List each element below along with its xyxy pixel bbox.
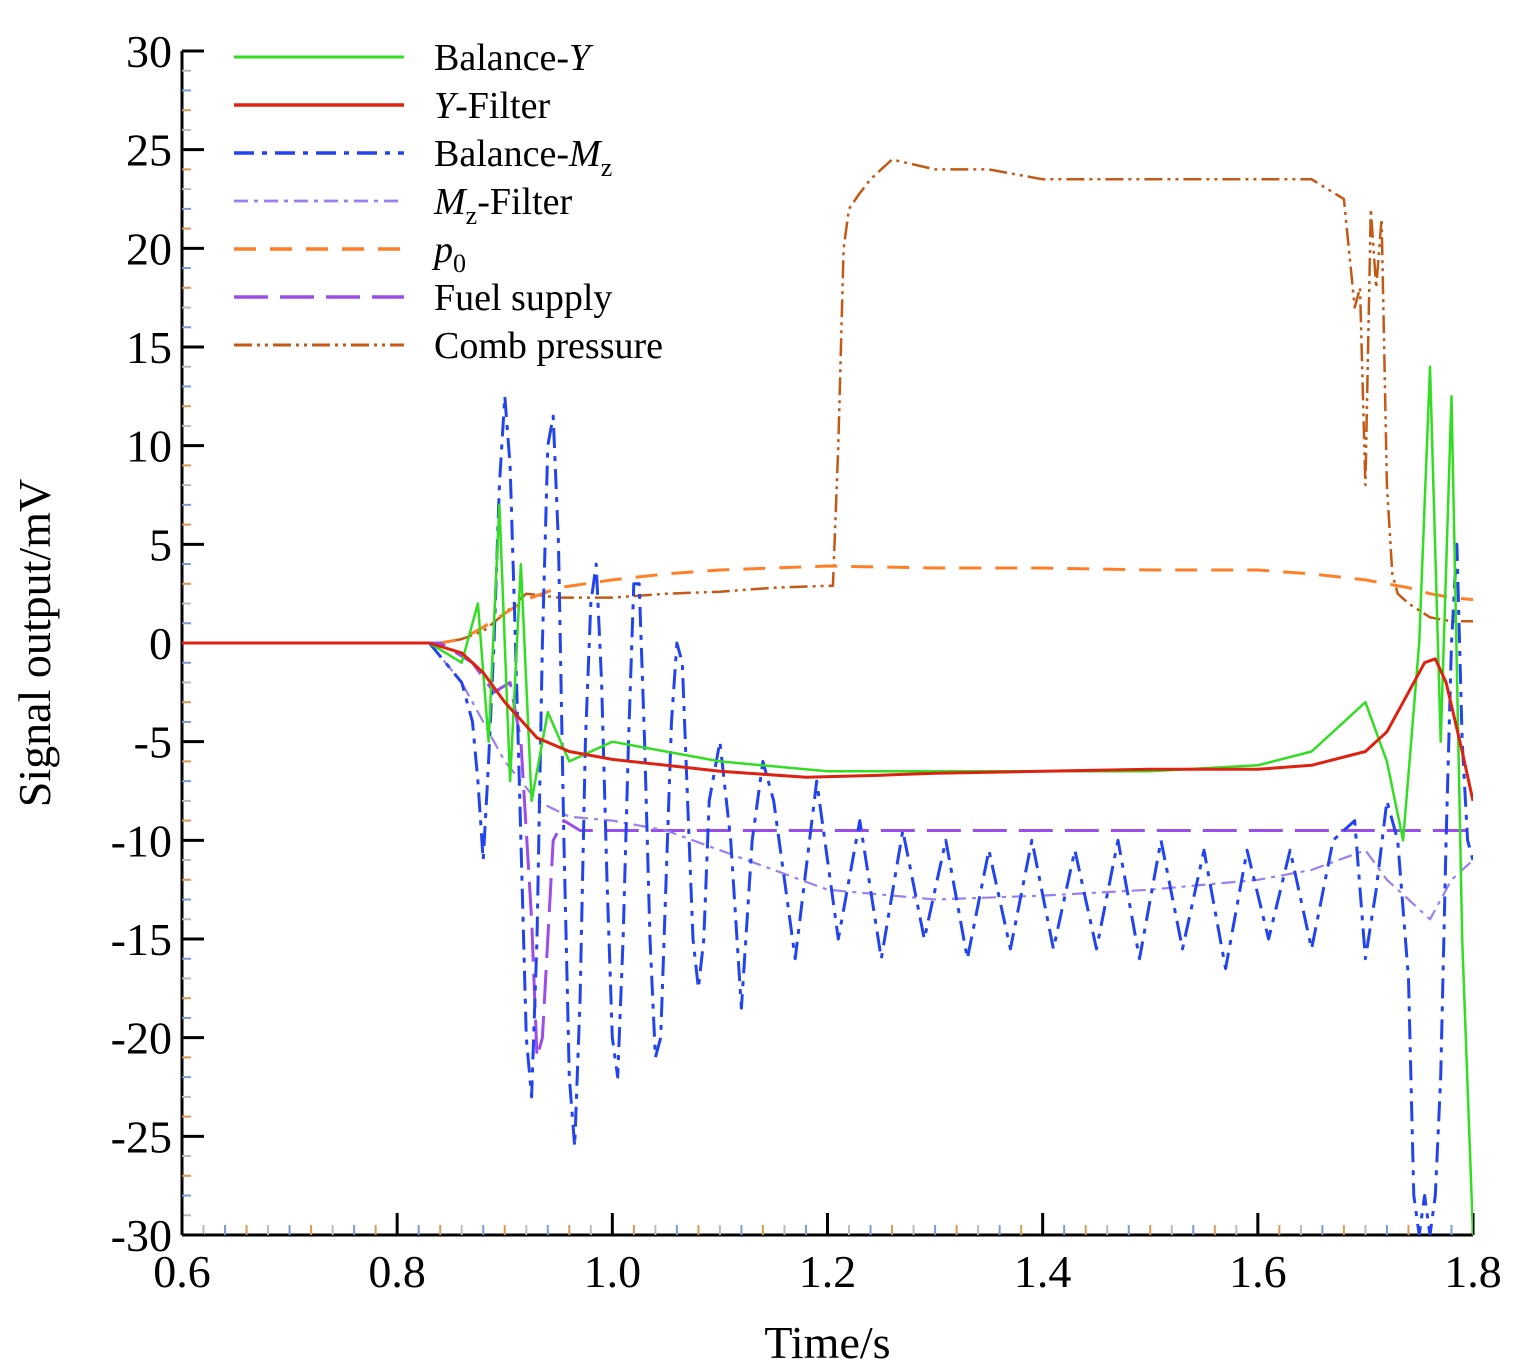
axes: 30 25 20 15 10 5 0 -5 -10 -15 -20 -25 -300.6 0.8 1.0 1.…	[111, 26, 1502, 1297]
legend-label: Fuel supply	[434, 277, 612, 319]
y-tick-label: -20	[111, 1013, 172, 1064]
y-tick-label: -15	[111, 914, 172, 965]
y-tick-label: 5	[149, 519, 172, 570]
plot-area	[182, 158, 1473, 1235]
x-tick-label: 1.6	[1229, 1246, 1287, 1297]
legend-label: Comb pressure	[434, 325, 663, 367]
legend-label: Mz-Filter	[433, 181, 573, 230]
series-line-p0	[182, 564, 1473, 645]
x-tick-label: 0.6	[153, 1246, 211, 1297]
legend: Balance-Y Y-Filter Balance-MzMz-Filterp0Fu…	[234, 37, 663, 367]
x-axis-title: Time/s	[764, 1317, 890, 1368]
legend-label: Balance-Mz	[434, 133, 612, 182]
y-tick-label: 0	[149, 618, 172, 669]
legend-label: p0	[431, 229, 466, 278]
series-line-comb-pressure	[182, 158, 1473, 645]
x-tick-label: 0.8	[368, 1246, 426, 1297]
y-tick-label: 30	[126, 26, 172, 77]
x-tick-label: 1.0	[584, 1246, 642, 1297]
series-line-mz-filter	[182, 641, 1473, 921]
series-line-fuel-supply	[182, 641, 1473, 1059]
y-tick-label: 20	[126, 223, 172, 274]
x-tick-label: 1.4	[1014, 1246, 1072, 1297]
y-tick-label: 10	[126, 421, 172, 472]
y-tick-label: 15	[126, 322, 172, 373]
legend-label: Y-Filter	[434, 85, 550, 127]
y-tick-label: -25	[111, 1111, 172, 1162]
y-tick-label: -5	[134, 717, 172, 768]
x-tick-label: 1.8	[1444, 1246, 1502, 1297]
x-tick-label: 1.2	[799, 1246, 857, 1297]
series-line-y-filter	[182, 641, 1473, 802]
y-axis-title: Signal output/mV	[9, 479, 60, 807]
y-tick-label: -30	[111, 1210, 172, 1261]
y-tick-label: 25	[126, 125, 172, 176]
series-line-balance-y	[182, 365, 1473, 1235]
series-line-balance-mz	[182, 394, 1473, 1235]
legend-label: Balance-Y	[434, 37, 594, 79]
y-tick-label: -10	[111, 815, 172, 866]
